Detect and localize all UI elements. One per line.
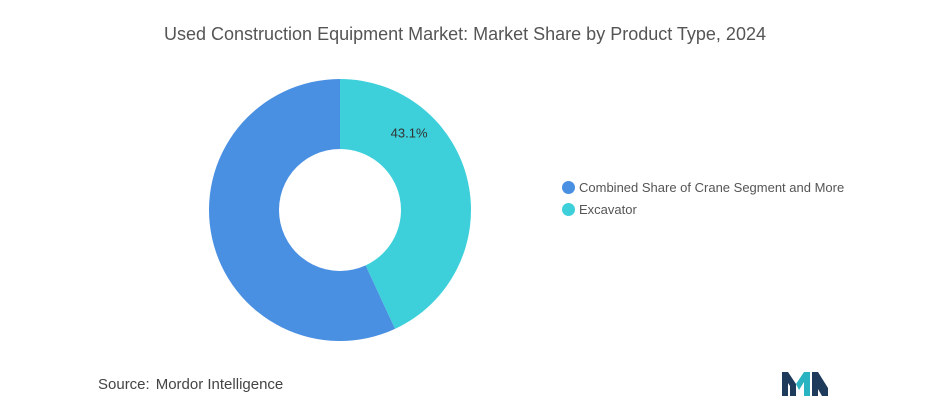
legend-label-excavator: Excavator	[579, 201, 637, 217]
legend-marker-crane	[562, 180, 575, 194]
donut-slice-crane[interactable]	[208, 78, 396, 341]
source-value: Mordor Intelligence	[155, 376, 284, 393]
donut-slice-excavator[interactable]	[340, 79, 471, 329]
legend-item-crane[interactable]: Combined Share of Crane Segment and More	[562, 176, 844, 198]
logo-left-stroke	[782, 372, 796, 396]
chart-title: Used Construction Equipment Market: Mark…	[164, 24, 766, 44]
logo-mid-stroke	[796, 372, 810, 396]
data-label-excavator: 43.1%	[391, 126, 428, 141]
legend-label-crane: Combined Share of Crane Segment and More	[579, 179, 845, 195]
chart-legend: Combined Share of Crane Segment and More…	[562, 176, 844, 220]
legend-marker-excavator	[562, 202, 575, 216]
source-note: Source: Mordor Intelligence	[98, 376, 283, 393]
source-label: Source:	[98, 376, 150, 393]
mordor-intelligence-logo-icon	[782, 372, 828, 396]
logo-right-stroke	[812, 372, 828, 396]
legend-item-excavator[interactable]: Excavator	[562, 198, 844, 220]
donut-chart: 43.1%	[208, 78, 471, 341]
